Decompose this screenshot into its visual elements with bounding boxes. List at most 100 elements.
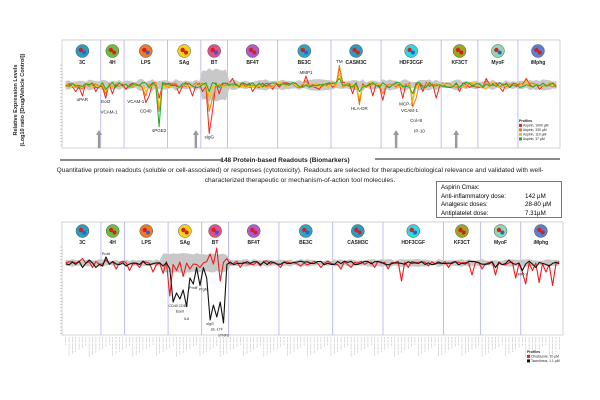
cell-icon bbox=[142, 47, 147, 53]
legend-entry: Tacrolimus, 1.1 µM bbox=[531, 359, 560, 363]
readout-annotation: sIgG bbox=[206, 322, 214, 326]
aspirin-row: Anti-inflammatory dose: 142 µM bbox=[441, 193, 557, 202]
readout-annotation: MCP-1 bbox=[399, 101, 413, 106]
system-label-bt: BT bbox=[211, 60, 218, 66]
system-label-4h: 4H bbox=[109, 240, 116, 246]
legend-entry: Aspirin, 1000 µM bbox=[523, 124, 549, 128]
readout-annotation: VCAM-1 bbox=[401, 108, 418, 113]
system-label-kf3ct: KF3CT bbox=[454, 240, 470, 246]
readout-annotation: Eselt bbox=[176, 309, 184, 313]
dose-label: Analgesic doses: bbox=[441, 201, 488, 209]
cell-icon bbox=[537, 227, 542, 233]
system-label-bt: BT bbox=[212, 240, 219, 246]
top-y-axis-label: Relative Expression Levels (Log10 ratio … bbox=[13, 54, 27, 147]
system-label-kf3ct: KF3CT bbox=[451, 60, 467, 66]
cell-icon bbox=[181, 227, 186, 233]
cell-icon bbox=[82, 230, 87, 235]
readout-annotation: MIP-1 bbox=[518, 273, 528, 277]
cell-icon bbox=[461, 230, 466, 235]
cell-icon bbox=[145, 50, 150, 55]
arrow-icon bbox=[97, 134, 101, 148]
series-line-1 bbox=[65, 64, 557, 112]
cell-icon bbox=[112, 230, 117, 235]
cell-icon bbox=[180, 47, 185, 53]
legend-swatch bbox=[519, 132, 522, 136]
readouts-heading: 148 Protein-based Readouts (Biomarkers) bbox=[220, 157, 350, 164]
system-label-bf4t: BF4T bbox=[247, 240, 260, 246]
legend-swatch bbox=[519, 123, 522, 127]
cell-icon bbox=[214, 230, 219, 235]
system-label-bf4t: BF4T bbox=[246, 60, 259, 66]
system-label-sag: SAg bbox=[180, 240, 190, 246]
cell-icon bbox=[497, 50, 502, 55]
legend-swatch bbox=[527, 359, 530, 363]
arrow-icon bbox=[393, 130, 400, 135]
arrow-icon bbox=[394, 134, 398, 148]
cell-icon bbox=[82, 50, 87, 55]
cell-icon bbox=[214, 50, 219, 55]
cell-icon bbox=[409, 227, 414, 233]
system-label-hdf3cgf: HDF3CGF bbox=[401, 240, 425, 246]
aspirin-profile-chart: 3C 4H LPS SAg BT BF4T BE3C CASM3C HDF3CGF KF3CT My… bbox=[60, 39, 561, 149]
readout-annotation: Prolif bbox=[189, 286, 197, 290]
cell-icon bbox=[534, 47, 539, 53]
plot-frame bbox=[61, 221, 564, 336]
cell-icon bbox=[302, 227, 307, 233]
readout-annotation: MMP1 bbox=[299, 70, 312, 75]
readout-annotation: TM bbox=[336, 59, 343, 64]
dose-label: Antiplatelet dose: bbox=[441, 209, 489, 217]
system-label-hdf3cgf: HDF3CGF bbox=[399, 60, 423, 66]
readout-annotation: VCAM-1 bbox=[101, 109, 118, 114]
cell-icon bbox=[459, 50, 464, 55]
readout-annotation: sIL-17F bbox=[211, 327, 224, 331]
legend-swatch bbox=[519, 128, 522, 132]
readout-annotation: Prolif bbox=[102, 252, 110, 256]
cell-icon bbox=[300, 47, 306, 53]
legend-entry: Aspirin, 110 µM bbox=[523, 133, 547, 137]
readout-annotation: Col-III bbox=[410, 118, 422, 123]
cell-icon bbox=[407, 47, 412, 53]
cell-icon bbox=[410, 50, 415, 55]
cell-icon bbox=[496, 227, 502, 233]
cell-icon bbox=[455, 47, 461, 53]
readout-annotation: IP-10 bbox=[414, 128, 425, 133]
readout-annotation: VCAM-1 bbox=[127, 99, 144, 104]
system-label-3c: 3C bbox=[79, 240, 86, 246]
readout-annotation: CD69 bbox=[179, 304, 188, 308]
cell-icon bbox=[305, 230, 310, 235]
cell-icon bbox=[253, 230, 258, 235]
cell-icon bbox=[183, 50, 188, 55]
legend-title: Profiles bbox=[527, 350, 540, 354]
arrow-icon bbox=[453, 130, 460, 135]
y-label-line-1: Relative Expression Levels bbox=[13, 64, 19, 136]
cell-icon bbox=[540, 230, 545, 235]
arrow-icon bbox=[194, 134, 198, 148]
cell-icon bbox=[413, 230, 418, 235]
readout-annotation: sPGE2 bbox=[152, 128, 167, 133]
arrow-icon bbox=[96, 130, 103, 135]
system-label-myof: MyoF bbox=[491, 60, 504, 66]
series-line-2 bbox=[65, 73, 557, 108]
comparison-profile-chart: 3C 4H LPS SAg BT BF4T BE3C CASM3C HDF3CGF KF3CT My… bbox=[60, 221, 564, 363]
dose-value: 142 µM bbox=[525, 192, 546, 200]
cell-icon bbox=[184, 230, 189, 235]
legend-swatch bbox=[519, 137, 522, 141]
aspirin-row: Analgesic doses: 28-80 µM bbox=[441, 201, 557, 210]
cell-icon bbox=[211, 227, 216, 233]
system-label-4h: 4H bbox=[109, 60, 116, 66]
dose-value: 7.31µM bbox=[525, 209, 546, 217]
cell-icon bbox=[112, 50, 117, 55]
cell-icon bbox=[210, 47, 215, 53]
cell-icon bbox=[248, 47, 254, 53]
cell-icon bbox=[357, 230, 362, 235]
cell-icon bbox=[252, 50, 257, 55]
system-label-casm3c: CASM3C bbox=[347, 240, 369, 246]
legend-title: Profiles bbox=[519, 119, 532, 123]
system-label-casm3c: CASM3C bbox=[345, 60, 367, 66]
legend-entry: Cilostazole, 10 µM bbox=[531, 355, 559, 359]
series-line-3 bbox=[65, 77, 557, 128]
cell-icon bbox=[108, 47, 114, 53]
cell-icon bbox=[458, 227, 463, 233]
cell-icon bbox=[146, 230, 151, 235]
system-label-be3c: BE3C bbox=[299, 240, 313, 246]
